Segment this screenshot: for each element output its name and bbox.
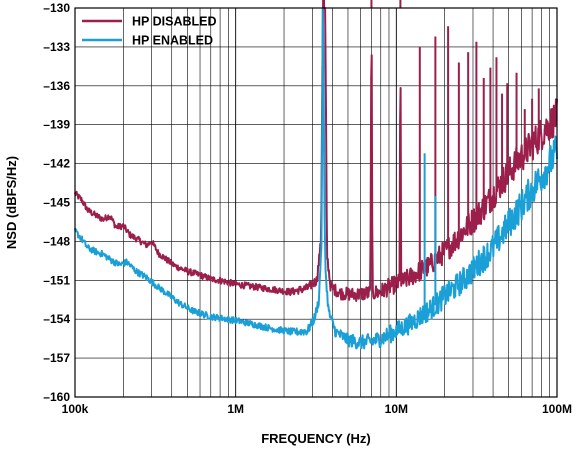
spur-group <box>322 0 402 8</box>
legend-label: HP DISABLED <box>132 15 217 29</box>
y-tick-label: –160 <box>43 390 70 404</box>
y-tick-label: –130 <box>43 1 70 15</box>
y-axis-label: NSD (dBFS/Hz) <box>4 156 19 249</box>
x-tick-label: 100M <box>542 402 572 416</box>
x-tick-label: 1M <box>227 402 244 416</box>
legend: HP DISABLED HP ENABLED <box>82 15 217 48</box>
y-tick-label: –145 <box>43 196 70 210</box>
spur-group <box>321 8 437 314</box>
plot-frame <box>74 7 558 398</box>
series-hp-enabled <box>74 20 558 350</box>
y-tick-label: –151 <box>43 273 70 287</box>
y-tick-label: –139 <box>43 118 70 132</box>
legend-label: HP ENABLED <box>132 34 213 48</box>
x-tick-label: 10M <box>385 402 408 416</box>
y-tick-label: –154 <box>43 312 70 326</box>
y-tick-label: –157 <box>43 351 70 365</box>
spur-group <box>418 26 552 272</box>
series-line <box>74 20 558 350</box>
x-tick-label: 100k <box>62 402 89 416</box>
y-tick-label: –136 <box>43 79 70 93</box>
tick-labels: –130 –133 –136 –139 –142 –145 –148 –151 –154 –157… <box>43 1 572 416</box>
y-tick-label: –142 <box>43 157 70 171</box>
x-axis-label: FREQUENCY (Hz) <box>261 431 371 446</box>
y-tick-label: –133 <box>43 40 70 54</box>
series-layer <box>74 0 558 350</box>
y-tick-label: –148 <box>43 234 70 248</box>
